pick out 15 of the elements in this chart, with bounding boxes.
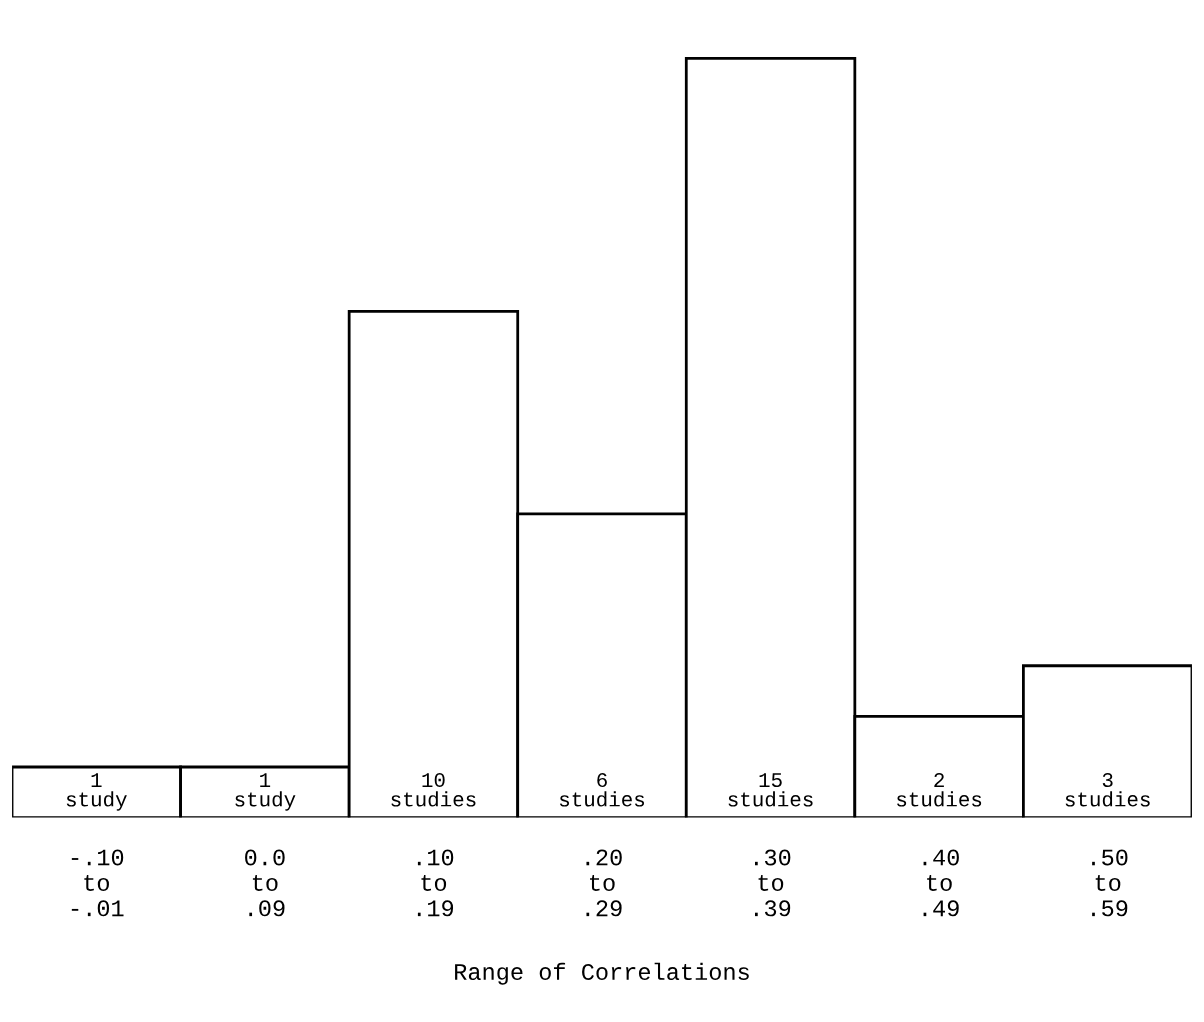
x-tick-label: .10 to .19 xyxy=(417,849,454,917)
x-tick-label: .50 to .59 xyxy=(1092,849,1128,917)
x-tick-label: 0.0 to .09 xyxy=(245,849,285,917)
data-label: 1 study xyxy=(235,773,296,811)
data-label: 6 studies xyxy=(559,772,645,807)
x-tick-label: -.10 to -.01 xyxy=(71,849,124,917)
x-axis-title: Range of Correlations xyxy=(455,962,749,985)
data-label: 15 studies xyxy=(728,773,813,807)
x-tick-label: .20 to .29 xyxy=(586,849,622,917)
data-label: 3 studies xyxy=(1065,772,1150,807)
x-tick-label: .30 to .39 xyxy=(755,849,791,917)
data-label: 2 studies xyxy=(897,772,982,807)
x-tick-label: .40 to .49 xyxy=(923,849,959,917)
data-label: 1 study xyxy=(66,773,127,811)
data-label: 10 studies xyxy=(391,772,476,807)
